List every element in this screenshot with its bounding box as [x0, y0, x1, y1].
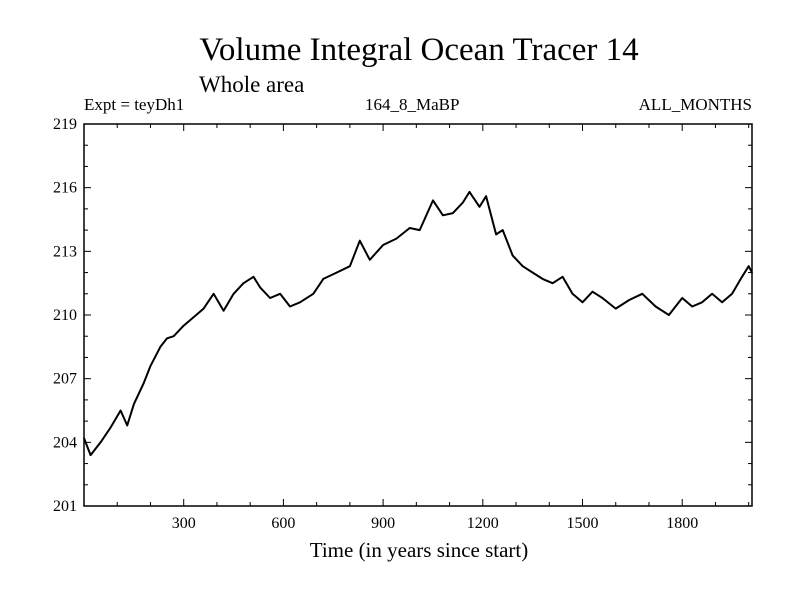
chart-subtitle: Whole area	[199, 72, 305, 97]
data-point	[359, 239, 361, 242]
data-point	[531, 271, 534, 274]
data-point	[541, 278, 544, 280]
y-tick-label: 213	[53, 243, 77, 260]
data-point	[654, 305, 657, 308]
x-tick-label: 300	[172, 515, 196, 532]
data-point	[501, 229, 504, 231]
data-point	[731, 292, 733, 295]
data-point	[561, 276, 564, 278]
data-point	[462, 201, 464, 204]
data-point	[126, 424, 129, 427]
data-point	[335, 271, 338, 274]
data-point	[182, 324, 185, 327]
data-point	[601, 297, 604, 299]
data-point	[299, 301, 301, 304]
data-point	[521, 265, 524, 267]
data-point	[89, 454, 92, 456]
tick-labels: 201 204 207 210 213 216 219 300 600 900 1200 1500 18…	[53, 116, 698, 532]
y-tick-label: 204	[53, 434, 77, 451]
data-point	[159, 346, 162, 348]
data-point	[495, 233, 497, 236]
data-point	[143, 382, 145, 384]
x-axis-label: Time (in years since start)	[309, 538, 529, 562]
period-label: ALL_MONTHS	[638, 95, 752, 114]
data-point	[269, 297, 271, 299]
data-point	[382, 244, 384, 246]
data-point	[418, 229, 421, 231]
data-point	[166, 337, 168, 340]
chart-title: Volume Integral Ocean Tracer 14	[199, 32, 639, 68]
data-point	[641, 292, 644, 295]
axis-ticks	[84, 123, 752, 507]
data-point	[452, 212, 454, 214]
data-point	[681, 297, 684, 299]
y-tick-label: 207	[53, 371, 77, 388]
data-point	[119, 409, 122, 412]
data-point	[628, 299, 630, 301]
data-point	[312, 292, 315, 295]
data-point	[322, 278, 325, 280]
series-line	[83, 190, 753, 457]
data-point	[172, 335, 175, 338]
data-point	[711, 292, 713, 295]
data-point	[202, 307, 205, 310]
data-point	[442, 214, 444, 217]
data-point	[551, 282, 554, 284]
data-point	[571, 292, 574, 295]
data-point	[747, 265, 750, 267]
data-point	[395, 237, 398, 240]
data-point	[232, 292, 235, 295]
data-point	[485, 195, 487, 197]
data-point	[349, 265, 351, 267]
x-tick-label: 1800	[666, 515, 698, 532]
data-point	[691, 305, 693, 308]
data-point	[369, 259, 371, 261]
y-tick-label: 210	[53, 307, 77, 324]
y-tick-label: 219	[53, 116, 77, 133]
x-tick-label: 900	[371, 515, 395, 532]
data-point	[721, 301, 723, 304]
series-group	[83, 190, 753, 457]
data-point	[252, 276, 255, 278]
data-point	[478, 205, 481, 208]
data-point	[432, 199, 434, 202]
x-tick-label: 1500	[567, 515, 599, 532]
data-point	[212, 292, 215, 295]
data-point	[149, 365, 152, 367]
data-point	[614, 307, 617, 310]
data-point	[581, 301, 584, 304]
data-point	[222, 309, 225, 312]
data-point	[741, 276, 743, 278]
data-point	[133, 403, 135, 405]
data-point	[468, 191, 471, 193]
plot-frame	[83, 123, 753, 507]
data-point	[242, 282, 245, 284]
data-point	[591, 290, 594, 293]
run-label: 164_8_MaBP	[365, 95, 460, 114]
experiment-label: Expt = teyDh1	[84, 95, 185, 114]
data-point	[192, 316, 195, 318]
data-point	[289, 305, 291, 308]
data-point	[668, 314, 670, 316]
x-tick-label: 1200	[467, 515, 499, 532]
data-point	[511, 254, 514, 257]
data-point	[99, 441, 102, 444]
data-point	[408, 227, 411, 229]
y-tick-label: 216	[53, 180, 77, 197]
data-point	[701, 301, 703, 304]
data-point	[109, 426, 112, 429]
data-point	[279, 292, 281, 295]
data-point	[259, 286, 261, 289]
y-tick-label: 201	[53, 498, 77, 515]
x-tick-label: 600	[271, 515, 295, 532]
